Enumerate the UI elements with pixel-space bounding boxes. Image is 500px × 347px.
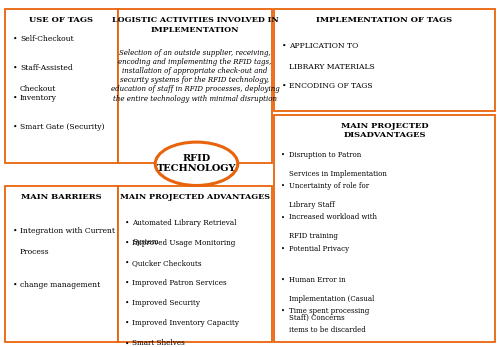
- Text: •: •: [282, 182, 286, 190]
- Text: USE OF TAGS: USE OF TAGS: [29, 16, 93, 24]
- Text: APPLICATION TO: APPLICATION TO: [289, 42, 358, 50]
- Text: Checkout: Checkout: [20, 85, 57, 93]
- Ellipse shape: [155, 142, 238, 185]
- Text: Process: Process: [20, 248, 50, 256]
- FancyBboxPatch shape: [5, 9, 117, 163]
- Text: Self-Checkout: Self-Checkout: [20, 35, 74, 43]
- Text: •: •: [125, 279, 130, 287]
- Text: •: •: [125, 319, 130, 327]
- Text: RFID
TECHNOLOGY: RFID TECHNOLOGY: [157, 154, 236, 174]
- Text: Disruption to Patron: Disruption to Patron: [289, 151, 362, 159]
- Text: Services in Implementation: Services in Implementation: [289, 170, 387, 178]
- Text: Library Staff: Library Staff: [289, 201, 335, 209]
- Text: Time spent processing: Time spent processing: [289, 307, 370, 315]
- Text: MAIN PROJECTED ADVANTAGES: MAIN PROJECTED ADVANTAGES: [120, 193, 270, 201]
- Text: •: •: [12, 123, 17, 131]
- Text: MAIN BARRIERS: MAIN BARRIERS: [21, 193, 102, 201]
- Text: •: •: [125, 339, 130, 347]
- Text: •: •: [282, 307, 286, 315]
- Text: •: •: [282, 213, 286, 221]
- Text: LIBRARY MATERIALS: LIBRARY MATERIALS: [289, 62, 375, 71]
- Text: •: •: [282, 82, 286, 90]
- Text: Smart Gate (Security): Smart Gate (Security): [20, 123, 104, 131]
- Text: change management: change management: [20, 281, 100, 289]
- Text: Staff-Assisted: Staff-Assisted: [20, 64, 73, 72]
- Text: •: •: [125, 239, 130, 247]
- Text: •: •: [282, 245, 286, 253]
- Text: •: •: [125, 219, 130, 227]
- Text: Integration with Current: Integration with Current: [20, 227, 115, 235]
- FancyBboxPatch shape: [118, 9, 272, 163]
- Text: Staff) Concerns: Staff) Concerns: [289, 314, 344, 322]
- Text: Potential Privacy: Potential Privacy: [289, 245, 349, 253]
- Text: items to be discarded: items to be discarded: [289, 326, 366, 334]
- Text: Uncertainty of role for: Uncertainty of role for: [289, 182, 369, 190]
- Text: •: •: [12, 94, 17, 102]
- Text: •: •: [282, 42, 286, 50]
- Text: Quicker Checkouts: Quicker Checkouts: [132, 259, 202, 267]
- Text: •: •: [12, 227, 17, 235]
- Text: •: •: [282, 276, 286, 284]
- Text: Improved Inventory Capacity: Improved Inventory Capacity: [132, 319, 240, 327]
- Text: IMPLEMENTATION OF TAGS: IMPLEMENTATION OF TAGS: [316, 16, 452, 24]
- Text: Inventory: Inventory: [20, 94, 57, 102]
- Text: ENCODING OF TAGS: ENCODING OF TAGS: [289, 82, 372, 90]
- Text: •: •: [282, 151, 286, 159]
- FancyBboxPatch shape: [5, 186, 117, 342]
- Text: Automated Library Retrieval: Automated Library Retrieval: [132, 219, 237, 227]
- Text: •: •: [12, 35, 17, 43]
- Text: System: System: [132, 238, 159, 246]
- FancyBboxPatch shape: [274, 9, 495, 111]
- Text: •: •: [12, 281, 17, 289]
- Text: Human Error in: Human Error in: [289, 276, 346, 284]
- Text: •: •: [125, 259, 130, 267]
- Text: Improved Patron Services: Improved Patron Services: [132, 279, 227, 287]
- FancyBboxPatch shape: [274, 115, 495, 342]
- Text: Improved Usage Monitoring: Improved Usage Monitoring: [132, 239, 236, 247]
- Text: MAIN PROJECTED
DISADVANTAGES: MAIN PROJECTED DISADVANTAGES: [340, 122, 428, 139]
- Text: •: •: [125, 299, 130, 307]
- Text: LOGISTIC ACTIVITIES INVOLVED IN
IMPLEMENTATION: LOGISTIC ACTIVITIES INVOLVED IN IMPLEMEN…: [112, 16, 278, 34]
- Text: Increased workload with: Increased workload with: [289, 213, 377, 221]
- FancyBboxPatch shape: [118, 186, 272, 342]
- Text: Implementation (Casual: Implementation (Casual: [289, 295, 374, 303]
- Text: Selection of an outside supplier, receiving,
encoding and implementing the RFID : Selection of an outside supplier, receiv…: [110, 49, 280, 103]
- Text: Improved Security: Improved Security: [132, 299, 200, 307]
- Text: •: •: [12, 64, 17, 72]
- Text: RFID training: RFID training: [289, 232, 338, 240]
- Text: Smart Shelves: Smart Shelves: [132, 339, 185, 347]
